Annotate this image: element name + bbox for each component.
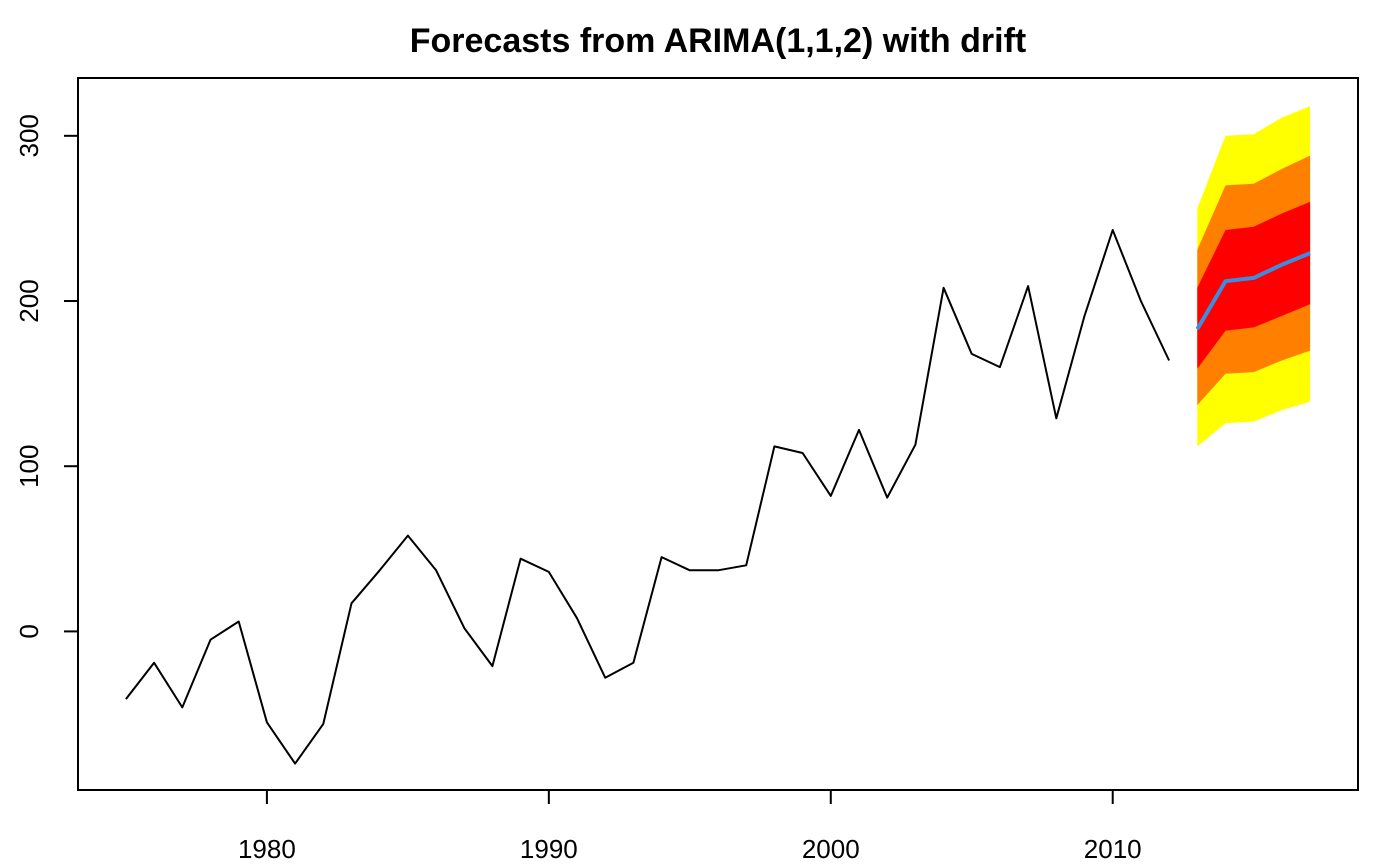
historical-series-line <box>125 229 1171 765</box>
series-lines <box>125 229 1311 765</box>
y-tick-label: 0 <box>14 624 44 638</box>
y-tick-label: 200 <box>14 279 44 322</box>
y-tick-label: 300 <box>14 114 44 157</box>
forecast-interval-band-3 <box>1197 201 1311 369</box>
forecast-mean-line <box>1195 251 1311 331</box>
y-tick-label: 100 <box>14 445 44 488</box>
x-tick-label: 2010 <box>1084 834 1142 864</box>
chart-title: Forecasts from ARIMA(1,1,2) with drift <box>410 22 1026 60</box>
x-tick-label: 2000 <box>802 834 860 864</box>
forecast-intervals <box>1197 106 1311 447</box>
plot-frame <box>77 77 1359 791</box>
axes: 1980 1990 2000 2010 0 100 200 300 <box>14 114 1142 864</box>
x-tick-label: 1990 <box>520 834 578 864</box>
x-tick-label: 1980 <box>238 834 296 864</box>
